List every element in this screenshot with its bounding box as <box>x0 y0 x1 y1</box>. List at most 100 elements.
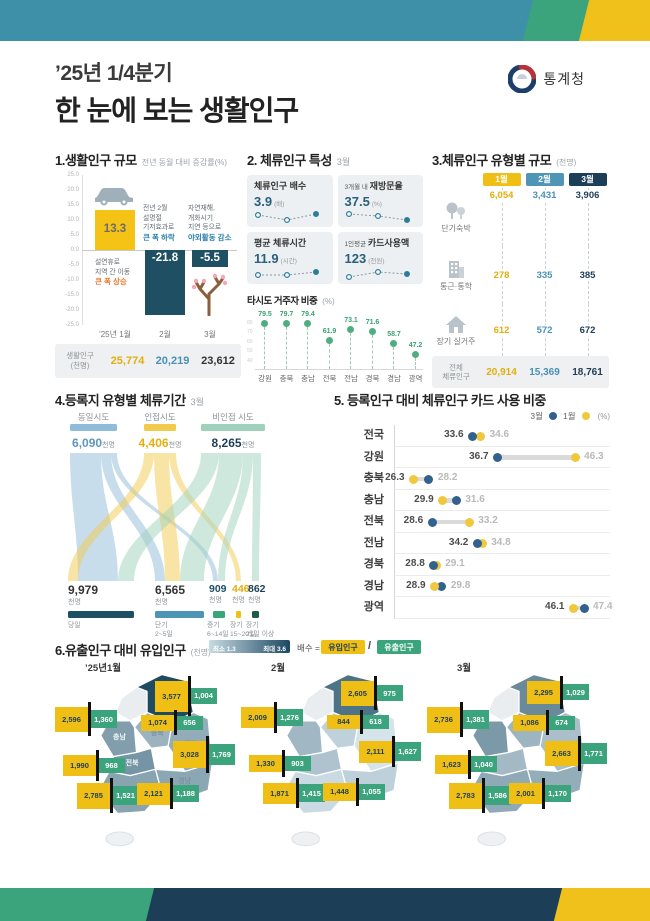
dumbbell-left-value: 28.6 <box>403 515 424 526</box>
scale-max-label: 최대 3.6 <box>263 646 286 653</box>
annotation-emphasis: 야외활동 감소 <box>188 232 232 242</box>
map-panel: 2월 2,605 975 844 618 2,009 1,276 2,111 1,627 1,33… <box>241 660 426 875</box>
lollipop-tick-label: 60 <box>247 338 253 345</box>
target-value-number: 6,565 <box>155 583 186 597</box>
outflow-value-box: 968 <box>98 757 125 774</box>
dumbbell-right-value: 34.8 <box>491 536 511 548</box>
total-value-cell: 15,369 <box>523 356 566 388</box>
dumbbell-left-value: 26.3 <box>385 472 405 483</box>
dumbbell-right-value: 29.1 <box>445 558 465 569</box>
x-axis-label: ’25년 1월 <box>98 330 132 339</box>
inflow-value-box: 1,990 <box>63 754 96 777</box>
value-cell: 335 <box>523 246 566 304</box>
inflow-value-box: 1,074 <box>141 714 174 731</box>
bar-’25년 1월: 13.3 <box>95 210 135 250</box>
sankey-target-value: 862 천명 <box>248 583 266 605</box>
inflow-outflow-pair: 1,990 968 <box>63 750 125 781</box>
outflow-value-box: 975 <box>376 685 403 702</box>
legend-month-label: 3월 <box>530 411 543 421</box>
y-tick-label: -25.0 <box>65 321 79 328</box>
inflow-outflow-pair: 2,783 1,586 <box>449 778 511 814</box>
source-value-unit: 천명 <box>241 442 255 449</box>
annotation-line: 설연휴로 <box>95 259 121 266</box>
annotation-line: 지연 등으로 <box>188 224 222 232</box>
population-change-bar-chart: 25.0 20.0 15.0 10.0 5.0 0.0 -5.0 -10.0 -15.0 -20.… <box>55 172 241 341</box>
outflow-value-box: 1,276 <box>276 708 303 727</box>
dumbbell-right-value: 28.2 <box>437 472 458 483</box>
pair-divider <box>392 736 395 768</box>
y-tick-label: 15.0 <box>67 201 79 208</box>
stat-card-unit: (시간) <box>280 258 297 265</box>
stat-card-title-main: 카드사용액 <box>367 238 410 248</box>
inflow-outflow-pair: 2,295 1,029 <box>527 676 589 709</box>
stat-card-unit: (%) <box>371 201 382 208</box>
outflow-value-box: 1,521 <box>112 786 139 806</box>
section-card-usage-share: 5. 등록인구 대비 체류인구 카드 사용 비중 3월 1월 (%) 전국 33.6 3… <box>334 390 612 619</box>
top-banner <box>0 0 650 41</box>
inflow-value-box: 3,028 <box>173 740 206 769</box>
section-living-population-scale: 1.생활인구 규모 전년 동월 대비 증감률(%) 25.0 20.0 15.0 10… <box>55 150 241 378</box>
inflow-outflow-pair: 2,009 1,276 <box>241 702 303 733</box>
outflow-value-box: 1,040 <box>470 756 497 773</box>
value-cell: 672 <box>566 304 609 356</box>
sankey-flows <box>68 453 261 581</box>
y-tick-label: -5.0 <box>68 261 79 268</box>
stat-card: 평균 체류시간 11.9 (시간) <box>247 232 333 284</box>
stat-card-value: 123 <box>344 251 367 266</box>
region-label: 전남 <box>363 536 384 549</box>
target-value-unit: 천명 <box>232 597 245 604</box>
stat-card-title: 3개월 내 재방문율 <box>345 179 417 192</box>
pair-divider <box>360 710 363 734</box>
footer-row-label: 생활인구 (천명) <box>55 351 105 371</box>
map-month-label: 3월 <box>457 663 472 674</box>
sankey-source-bar <box>144 424 176 431</box>
dumbbell-right-value: 46.3 <box>584 450 604 462</box>
region-label: 전국 <box>363 429 384 441</box>
value-cell: 612 <box>480 304 523 356</box>
dumbbell-row: 경남 28.9 29.8 <box>334 575 610 597</box>
dumbbell-dot-left <box>429 560 439 570</box>
monthly-choropleth-maps: ’25년1월강원충북충남전북전남경북경남3,5771,0041,0746562,… <box>55 660 611 878</box>
total-label-cell: 전체 체류인구 <box>432 356 480 388</box>
scale-min-label: 최소 1.3 <box>213 646 236 653</box>
sankey-target-label: 장기 21일 이상 <box>246 621 274 639</box>
legend-dot <box>548 412 557 420</box>
cell-value: 335 <box>534 269 555 281</box>
dumbbell-right-value: 34.6 <box>489 429 510 440</box>
stat-card-value: 11.9 <box>254 251 279 266</box>
header: ’25년 1/4분기 한 눈에 보는 생활인구 통계청 <box>55 57 595 129</box>
lollipop-tick-label: 70 <box>247 329 253 336</box>
inflow-value-box: 2,663 <box>545 740 578 767</box>
outflow-value-box: 903 <box>284 755 311 772</box>
region-name-label: 충북 <box>150 730 164 738</box>
inflow-chip: 유입인구 <box>321 640 365 654</box>
sankey-target-label: 중기 6~14일 <box>207 621 229 639</box>
value-cell: 3,906 <box>566 188 609 246</box>
inflow-outflow-pair: 1,871 1,415 <box>263 778 325 808</box>
dumbbell-left-value: 28.8 <box>405 558 425 569</box>
lollipop-dot <box>347 326 354 334</box>
inflow-outflow-pair: 2,001 1,170 <box>509 778 571 809</box>
inflow-value-box: 3,577 <box>155 680 188 712</box>
sankey-target-bar <box>252 611 259 618</box>
total-label-line: 체류인구 <box>442 372 470 381</box>
cell-value: 612 <box>491 324 512 336</box>
outflow-value-box: 1,381 <box>462 710 489 729</box>
house-icon <box>446 316 466 333</box>
dumbbell-connector <box>497 455 576 460</box>
pair-divider <box>546 710 549 736</box>
region-label: 충북 <box>363 472 384 484</box>
pair-divider <box>110 778 113 814</box>
sankey-source-value: 4,406천명 <box>132 434 188 452</box>
section6-unit: (천명) <box>190 648 211 657</box>
month-header-cell: 3월 <box>566 173 609 188</box>
stat-card-unit: (배) <box>274 201 285 208</box>
dumbbell-plot: 28.6 33.2 <box>394 511 610 533</box>
target-value-unit: 천명 <box>68 599 81 606</box>
value-cell: 572 <box>523 304 566 356</box>
inflow-value-box: 1,623 <box>435 754 468 775</box>
annotation-line: 자연재해, <box>188 205 215 212</box>
stat-card-title: 1인평균 카드사용액 <box>345 236 417 249</box>
dumbbell-left-value: 36.7 <box>469 450 489 462</box>
